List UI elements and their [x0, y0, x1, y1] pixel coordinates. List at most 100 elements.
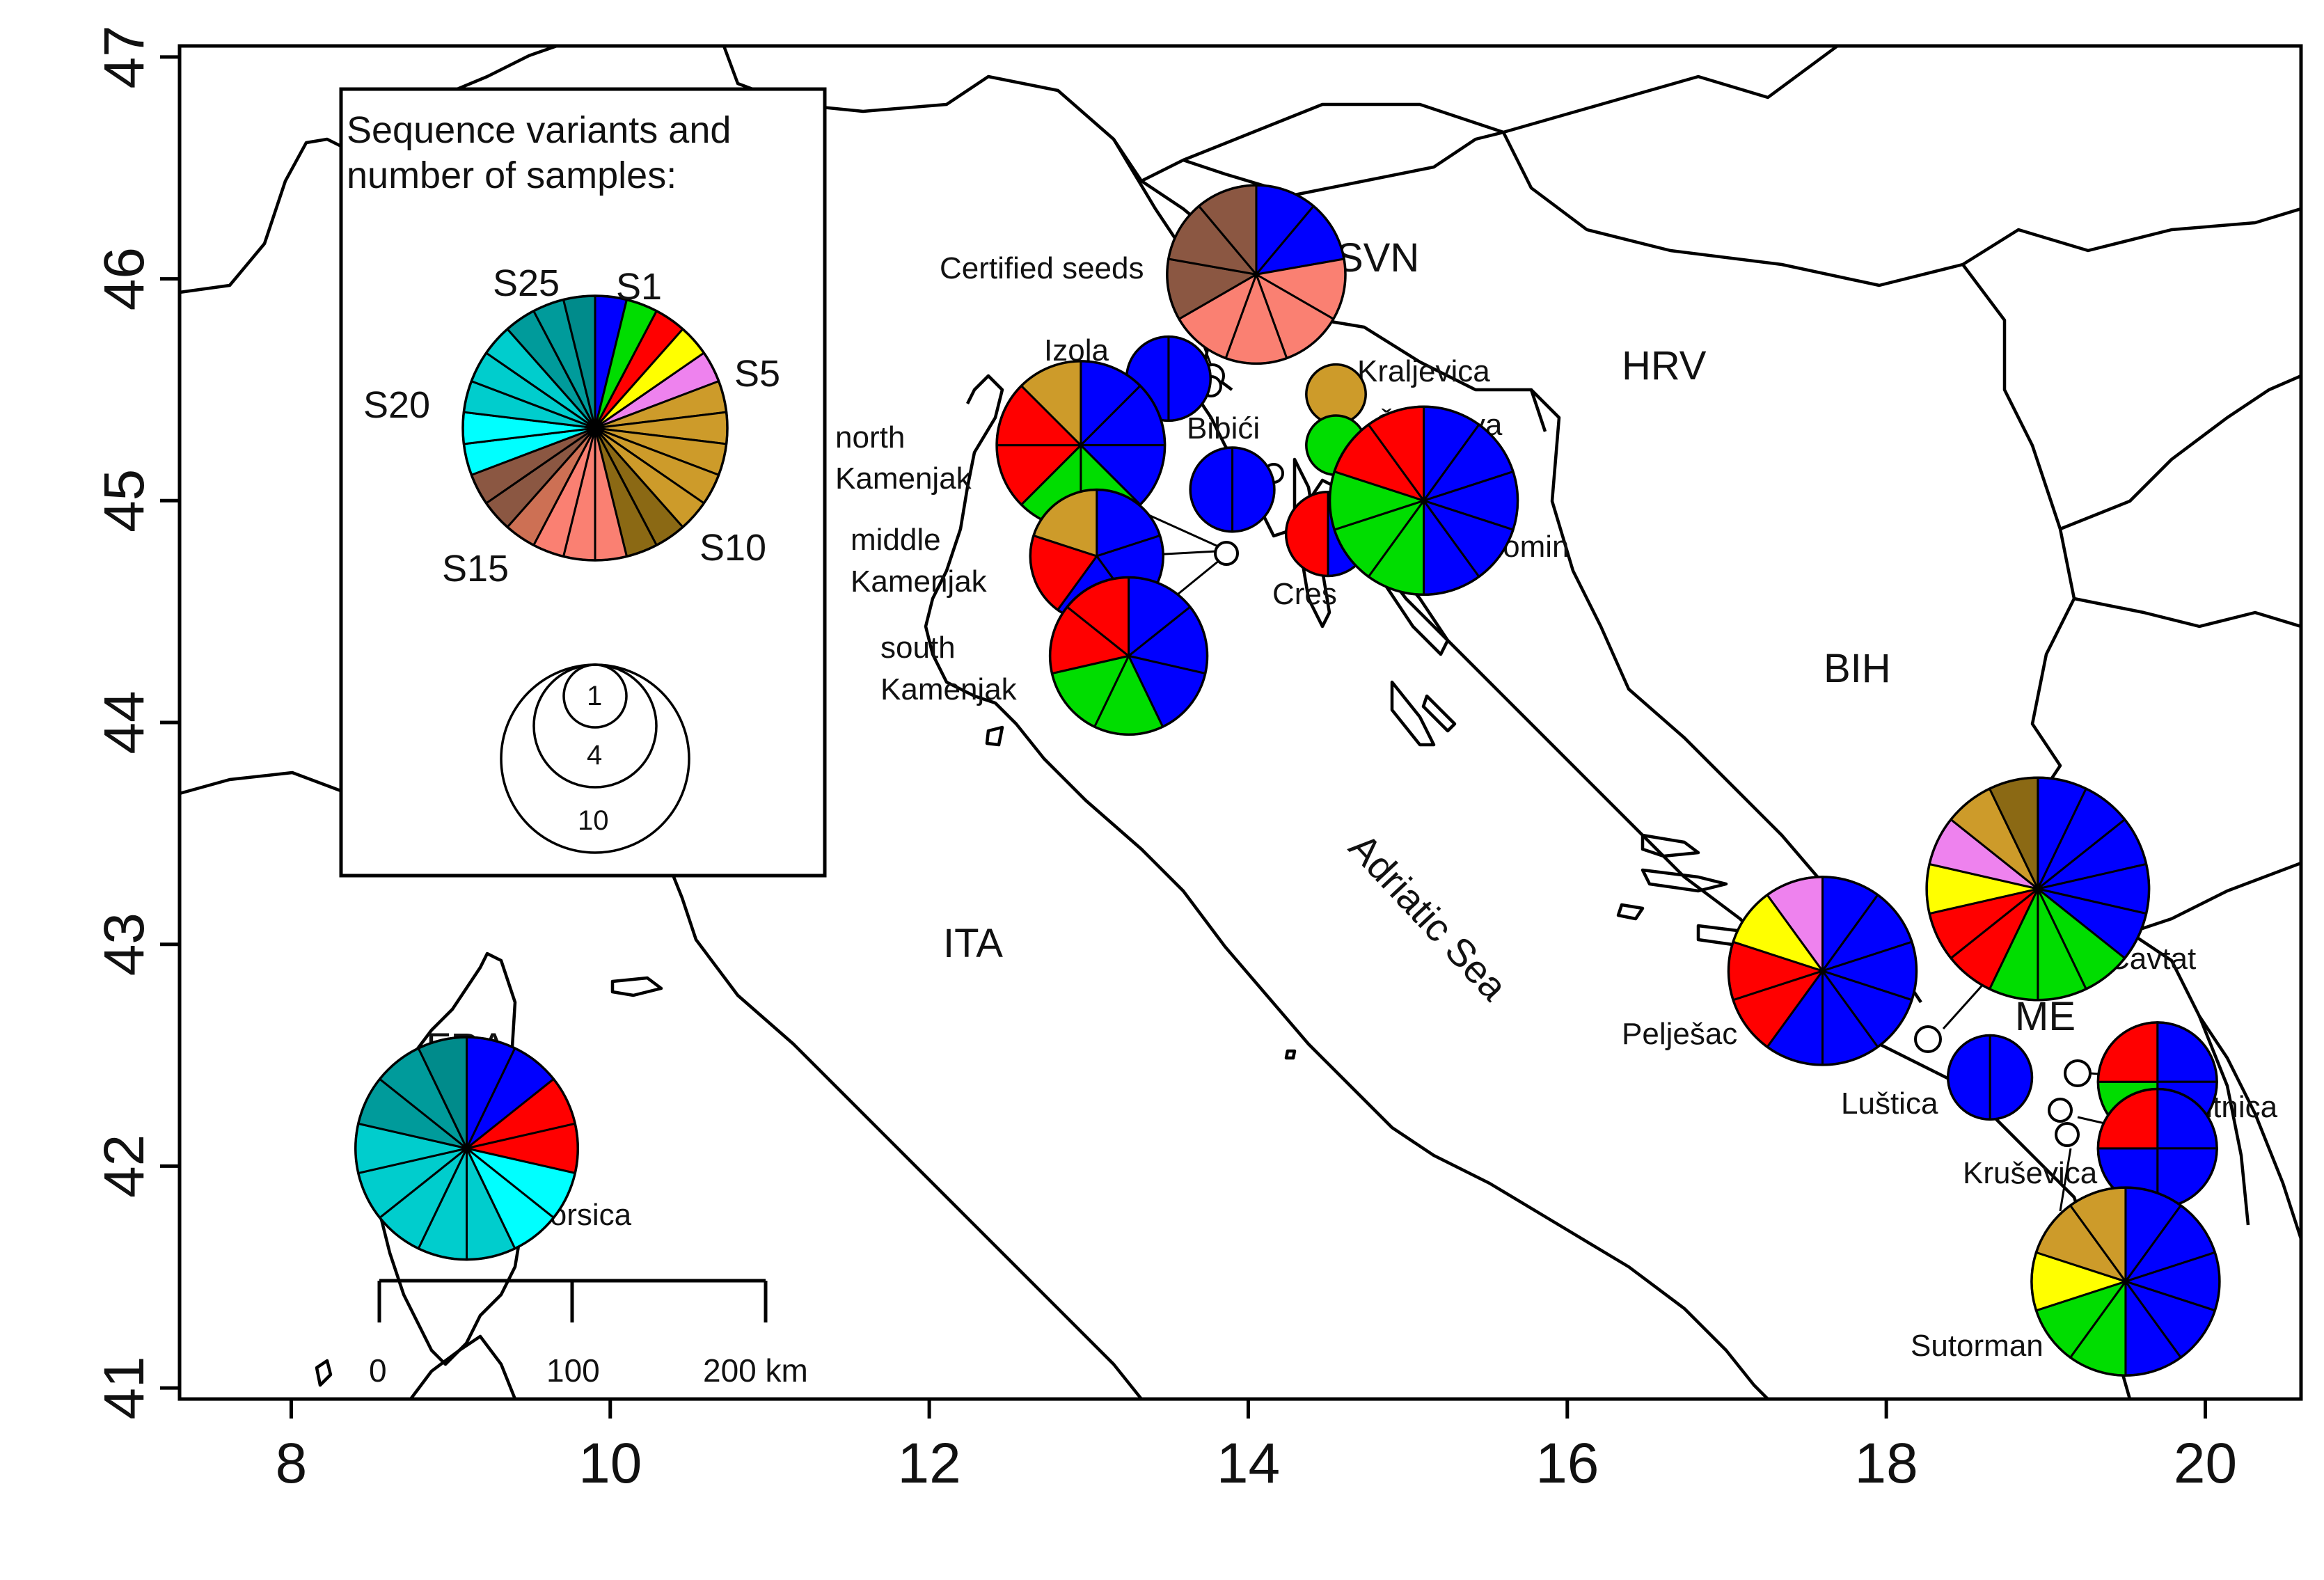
label-kruseivca: Kruševica [1963, 1156, 2098, 1190]
legend-label-s25: S25 [493, 262, 560, 304]
island-hvar [1641, 868, 1728, 893]
label-middle-kamenjak-2: Kamenjak [851, 564, 988, 599]
legend-size-label-4: 4 [587, 740, 602, 771]
border-east [2060, 374, 2302, 531]
legend-size-label-1: 1 [587, 681, 602, 711]
border-hrv-north [1501, 131, 2302, 287]
pie-north-kamenjak [995, 360, 1167, 531]
point-sitnica [2064, 1059, 2092, 1087]
pie-outline [1328, 405, 1519, 597]
pie-slice [1231, 446, 1276, 533]
italy-adriatic-coast [924, 374, 1769, 1400]
pie-outline [1925, 776, 2151, 1002]
label-lustica: Luštica [1841, 1087, 1938, 1121]
point-krusevica-1 [2048, 1098, 2073, 1123]
islet-1 [985, 725, 1004, 747]
label-ita: ITA [943, 921, 1003, 966]
pie-cavtat [1925, 776, 2151, 1002]
point-cavtat [1914, 1025, 1942, 1053]
pie-plomin [1328, 405, 1519, 597]
pie-outline [1946, 1034, 2034, 1121]
label-bih: BIH [1824, 646, 1891, 691]
x-tick-label: 16 [1535, 1432, 1599, 1495]
y-tick-label: 43 [93, 913, 156, 976]
label-me: ME [2015, 994, 2076, 1039]
islet-elba [610, 976, 663, 997]
pie-outline [1048, 576, 1209, 736]
scale-bar: 0 100 200 km [369, 1279, 808, 1389]
pie-outline [1166, 184, 1347, 365]
legend-label-s1: S1 [616, 266, 662, 308]
islet-capraia [315, 1359, 333, 1387]
label-svn: SVN [1336, 235, 1419, 281]
label-north-kamenjak-2: Kamenjak [835, 461, 972, 496]
pie-pelje-ac [1727, 876, 1918, 1066]
scale-label-200: 200 km [703, 1352, 808, 1389]
legend-pie-slices [461, 294, 729, 562]
label-south-kamenjak: south [880, 631, 956, 665]
island-vis [1616, 903, 1645, 921]
sardinia-coast [409, 1334, 517, 1400]
legend-label-s5: S5 [734, 353, 780, 395]
border-me2 [2129, 861, 2302, 935]
pie-certified-seeds [1166, 184, 1347, 365]
border-me3 [2197, 1016, 2250, 1226]
label-south-kamenjak-2: Kamenjak [880, 672, 1018, 706]
y-tick-label: 45 [93, 469, 156, 532]
pie-slice [1306, 364, 1366, 425]
x-tick-label: 12 [898, 1432, 961, 1495]
site-pies [354, 184, 2221, 1377]
pie-slice [1189, 446, 1234, 533]
islet-tip [1284, 1049, 1297, 1060]
label-sutorman: Sutorman [1911, 1329, 2044, 1363]
x-tick-label: 20 [2174, 1432, 2237, 1495]
legend-label-s10: S10 [699, 527, 766, 569]
pie-slice [1947, 1034, 1991, 1121]
border-alps [722, 45, 1839, 183]
island-dugi [1390, 680, 1436, 747]
pie-outline [354, 1036, 579, 1261]
legend-label-s15: S15 [442, 548, 509, 590]
scale-label-100: 100 [546, 1352, 600, 1389]
legend-size-label-10: 10 [578, 805, 609, 836]
legend-size-1 [562, 663, 628, 729]
legend: Sequence variants and number of samples:… [339, 87, 827, 878]
pie-slice [1989, 1034, 2033, 1121]
pie-lu-tica [1946, 1034, 2034, 1121]
label-bibici: Bibići [1187, 411, 1260, 445]
label-hrv: HRV [1622, 343, 1707, 388]
y-tick-label: 42 [93, 1135, 156, 1198]
leader-sutorman [2059, 1148, 2072, 1212]
pie-sutorman [2030, 1186, 2221, 1377]
pie-south-kamenjak [1048, 576, 1209, 736]
label-peljesac: Pelješac [1622, 1017, 1737, 1051]
y-tick-label: 44 [93, 690, 156, 754]
y-tick-label: 41 [93, 1356, 156, 1419]
legend-variant-pie [461, 294, 729, 562]
island-kornati [1421, 694, 1457, 733]
x-tick-label: 8 [276, 1432, 308, 1495]
scale-label-0: 0 [369, 1352, 387, 1389]
label-adriatic-sea: Adriatic Sea [1341, 825, 1517, 1009]
pie-bibi-i [1189, 446, 1276, 533]
border-svn-north [1183, 130, 1504, 197]
legend-label-s20: S20 [363, 384, 430, 426]
pie-outline [461, 294, 729, 562]
pie-outline [1727, 876, 1918, 1066]
point-krusevica-2 [2055, 1122, 2080, 1147]
pie-slice [1285, 491, 1329, 577]
pie-outline [2030, 1186, 2221, 1377]
label-certified-seeds: Certified seeds [940, 251, 1144, 285]
label-cres: Cres [1272, 577, 1337, 611]
y-tick-label: 46 [93, 247, 156, 310]
legend-title-line2: number of samples: [347, 155, 677, 196]
point-kamenjak [1214, 541, 1239, 566]
label-kraljevica: Kraljevica [1357, 354, 1490, 388]
border-east2 [2073, 597, 2302, 629]
x-tick-label: 10 [578, 1432, 642, 1495]
pie-outline [1189, 446, 1276, 533]
x-tick-label: 14 [1217, 1432, 1280, 1495]
pie-corsica [354, 1036, 579, 1261]
